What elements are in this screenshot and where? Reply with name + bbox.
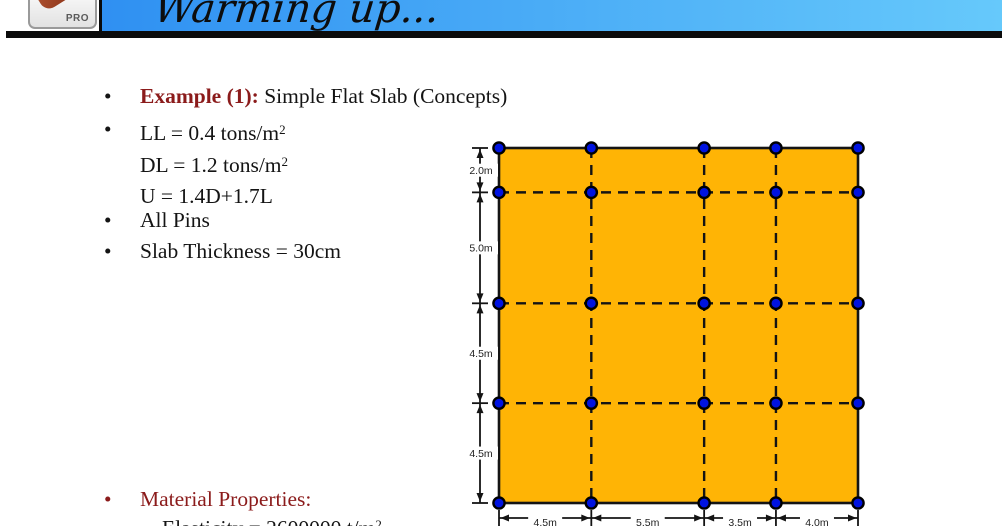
dim-label: 4.5m bbox=[469, 448, 493, 460]
bullet-pins: • All Pins bbox=[104, 207, 210, 235]
pins-text: All Pins bbox=[140, 208, 210, 232]
pro-logo-swoosh-icon bbox=[33, 0, 75, 13]
dim-label: 4.0m bbox=[805, 517, 829, 526]
example-label: Example (1): bbox=[140, 84, 259, 108]
pin-support-node bbox=[492, 141, 506, 155]
pro-logo-label: PRO bbox=[65, 13, 89, 24]
pin-support-node bbox=[851, 396, 865, 410]
dim-label-bg bbox=[630, 515, 665, 526]
slide-title: Warming up... bbox=[151, 0, 442, 31]
bullet-glyph: • bbox=[104, 239, 112, 263]
dim-label-bg bbox=[464, 346, 498, 360]
dim-arrow-down bbox=[476, 182, 484, 191]
pin-support-node bbox=[697, 141, 711, 155]
dim-label-bg bbox=[528, 515, 563, 526]
pin-support-node bbox=[492, 185, 506, 200]
pin-support-node bbox=[697, 496, 711, 510]
dim-label: 4.5m bbox=[469, 348, 493, 360]
slide-header: PRO Warming up... bbox=[0, 0, 1002, 31]
bullet-glyph: • bbox=[104, 487, 112, 511]
dim-arrow-up bbox=[476, 404, 484, 414]
material-elasticity: Elasticity = 2600000 t/m2 bbox=[162, 516, 382, 526]
pin-support-node bbox=[769, 185, 783, 200]
pin-support-node bbox=[492, 496, 506, 510]
load-line-dl: DL = 1.2 tons/m2 bbox=[140, 152, 289, 177]
pin-support-node bbox=[851, 496, 865, 510]
pin-support-node bbox=[584, 296, 599, 311]
dim-arrow-right bbox=[581, 514, 590, 522]
slab-diagram: 2.0m 5.0m 4.5m 4.5m 4.5m 5.5m 3.5m 4.0m bbox=[464, 141, 865, 526]
pin-support-node bbox=[851, 185, 865, 200]
pin-support-node bbox=[697, 185, 711, 200]
dim-arrow-down bbox=[476, 293, 484, 302]
pin-support-node bbox=[584, 396, 599, 410]
material-text: Material Properties: bbox=[140, 487, 312, 511]
dim-label-bg bbox=[464, 163, 498, 177]
pin-support-node bbox=[584, 496, 599, 510]
pin-support-node bbox=[492, 396, 506, 410]
bullet-glyph: • bbox=[104, 84, 112, 108]
load-line-ll: LL = 0.4 tons/m2 bbox=[140, 121, 286, 145]
dim-label-bg bbox=[723, 515, 758, 526]
dim-arrow-up bbox=[476, 193, 484, 203]
pin-support-node bbox=[769, 141, 783, 155]
header-divider bbox=[6, 31, 1002, 38]
dim-arrow-right bbox=[694, 514, 703, 522]
pro-logo: PRO bbox=[28, 0, 97, 29]
dim-label: 4.5m bbox=[533, 517, 557, 526]
bullet-glyph: • bbox=[104, 117, 112, 141]
dim-arrow-left bbox=[500, 514, 509, 522]
load-line-u: U = 1.4D+1.7L bbox=[140, 184, 273, 208]
dim-arrow-down bbox=[476, 393, 484, 402]
pin-support-node bbox=[769, 296, 783, 311]
pin-support-node bbox=[697, 396, 711, 410]
pin-support-node bbox=[851, 296, 865, 311]
dim-arrow-right bbox=[848, 514, 857, 522]
dim-arrow-up bbox=[476, 149, 484, 158]
dim-label-bg bbox=[799, 515, 834, 526]
load-lines: LL = 0.4 tons/m2 DL = 1.2 tons/m2 U = 1.… bbox=[140, 116, 288, 211]
example-text: Simple Flat Slab (Concepts) bbox=[258, 84, 508, 108]
dim-label: 5.5m bbox=[636, 517, 660, 526]
thickness-text: Slab Thickness = 30cm bbox=[140, 239, 342, 263]
dim-arrow-left bbox=[705, 514, 715, 522]
dim-label-bg bbox=[464, 241, 498, 255]
title-banner: Warming up... bbox=[99, 0, 1002, 31]
bullet-loads: • LL = 0.4 tons/m2 DL = 1.2 tons/m2 U = … bbox=[104, 116, 288, 211]
pin-support-node bbox=[851, 141, 865, 155]
pin-support-node bbox=[584, 185, 599, 200]
bullet-glyph: • bbox=[104, 208, 112, 232]
dim-arrow-right bbox=[765, 514, 775, 522]
dim-label: 5.0m bbox=[469, 243, 493, 255]
slab-outline bbox=[497, 146, 860, 505]
dim-label: 2.0m bbox=[469, 165, 493, 177]
dim-arrow-left bbox=[592, 514, 602, 522]
bullet-example: • Example (1): Simple Flat Slab (Concepts… bbox=[104, 83, 507, 111]
pin-support-node bbox=[584, 141, 599, 155]
dim-arrow-down bbox=[476, 493, 484, 502]
bullet-thickness: • Slab Thickness = 30cm bbox=[104, 238, 341, 266]
pin-support-node bbox=[769, 496, 783, 510]
dim-arrow-left bbox=[777, 514, 786, 522]
dim-label-bg bbox=[464, 446, 498, 460]
dim-arrow-up bbox=[476, 304, 484, 314]
pin-support-node bbox=[769, 396, 783, 410]
bullet-material: • Material Properties: bbox=[104, 486, 311, 514]
dim-label: 3.5m bbox=[728, 517, 752, 526]
pin-support-node bbox=[492, 296, 506, 311]
pin-support-node bbox=[697, 296, 711, 311]
